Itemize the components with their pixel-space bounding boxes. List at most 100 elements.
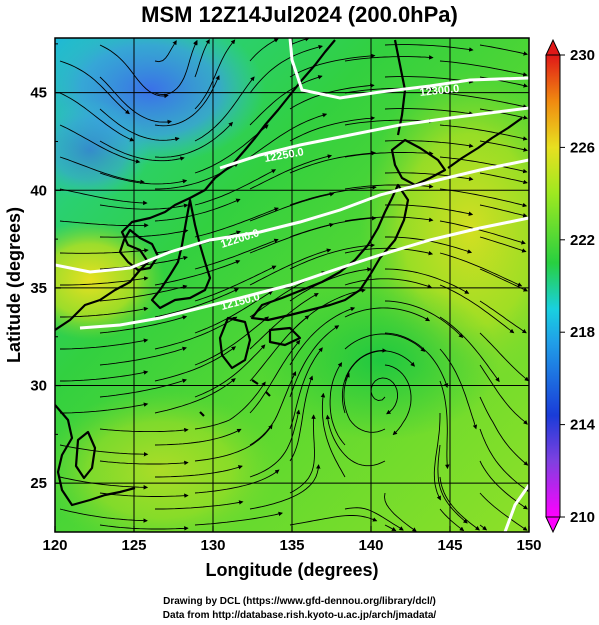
streamline [437, 444, 468, 524]
streamline [99, 44, 169, 99]
streamline [289, 267, 372, 302]
streamline [384, 492, 417, 532]
streamline [60, 402, 149, 414]
y-axis-ticks: 25 30 35 40 45 [30, 43, 61, 492]
colorbar-tick-label: 222 [570, 232, 595, 249]
streamline [154, 259, 241, 286]
x-tick-label: 140 [358, 537, 383, 554]
streamline [154, 288, 239, 318]
streamline [249, 339, 301, 414]
streamline [249, 293, 319, 350]
streamline [384, 76, 474, 84]
streamline [99, 108, 180, 142]
streamline [154, 428, 242, 446]
streamline [60, 276, 149, 286]
streamline [99, 140, 185, 162]
streamline [439, 252, 523, 287]
colorbar-top-arrow [545, 38, 561, 56]
streamline [289, 515, 378, 526]
y-tick-label: 40 [30, 182, 47, 199]
streamline [154, 378, 236, 414]
streamline [60, 370, 149, 382]
streamline [289, 116, 376, 142]
streamline [154, 198, 241, 222]
credit-data: Data from http://database.rish.kyoto-u.a… [162, 610, 437, 621]
colorbar-tick-label: 210 [570, 509, 595, 526]
streamline [154, 39, 198, 96]
streamline [99, 315, 188, 334]
streamline [59, 444, 149, 457]
streamline [194, 169, 277, 206]
height-contours [55, 38, 529, 532]
x-tick-label: 150 [516, 537, 541, 554]
x-axis-title: Longitude (degrees) [205, 560, 378, 580]
streamline [384, 108, 474, 116]
streamline [249, 222, 334, 254]
streamline [99, 524, 189, 531]
streamline [99, 427, 189, 433]
streamline [59, 220, 149, 228]
streamline [479, 236, 527, 253]
streamline [439, 348, 478, 430]
colorbar-tick-label: 218 [570, 324, 595, 341]
streamline [155, 465, 243, 478]
streamline [439, 508, 465, 532]
streamline [433, 413, 441, 501]
streamline [384, 364, 412, 436]
streamline [289, 38, 310, 46]
streamline [154, 346, 237, 382]
streamline [99, 203, 189, 210]
streamline [155, 500, 244, 510]
streamline [479, 364, 528, 425]
streamline [439, 60, 528, 77]
streamline [59, 476, 149, 490]
streamline [344, 278, 433, 289]
map-title: MSM 12Z14Jul2024 (200.0hPa) [141, 2, 458, 27]
streamline [194, 76, 255, 142]
streamline [194, 316, 270, 366]
streamline [439, 476, 480, 531]
streamline [194, 265, 277, 302]
lat-lon-grid [55, 38, 529, 532]
streamline [370, 377, 398, 415]
streamline [479, 204, 528, 218]
streamline [344, 55, 434, 62]
streamline [479, 428, 529, 492]
streamline [194, 238, 279, 270]
streamline [59, 248, 149, 254]
contour-label-12300: 12300.0 [419, 83, 460, 99]
streamline [479, 524, 488, 531]
streamline [384, 268, 470, 294]
streamline [289, 53, 376, 78]
streamline [99, 284, 188, 302]
streamline [329, 362, 346, 446]
x-tick-label: 135 [279, 537, 304, 554]
streamline [479, 332, 529, 382]
streamline [194, 39, 236, 110]
x-tick-label: 145 [437, 537, 462, 554]
streamline [59, 92, 135, 142]
x-axis-ticks: 120 125 130 135 140 145 150 [42, 526, 542, 554]
y-tick-label: 25 [30, 475, 47, 492]
streamline [59, 188, 148, 206]
streamline [249, 371, 297, 446]
streamline [154, 75, 220, 127]
streamline [59, 124, 141, 164]
streamline [99, 172, 188, 185]
streamline [59, 156, 145, 185]
x-tick-label: 120 [42, 537, 67, 554]
streamline [249, 192, 335, 222]
streamline [154, 121, 234, 158]
streamline [289, 243, 375, 270]
streamline [99, 378, 187, 398]
streamline [341, 348, 387, 414]
streamline [479, 492, 528, 531]
streamline [384, 44, 474, 52]
streamline [154, 40, 177, 63]
streamline [439, 188, 528, 208]
streamline [194, 511, 283, 526]
streamline [194, 124, 269, 174]
streamline [194, 344, 266, 398]
streamline [439, 92, 528, 109]
